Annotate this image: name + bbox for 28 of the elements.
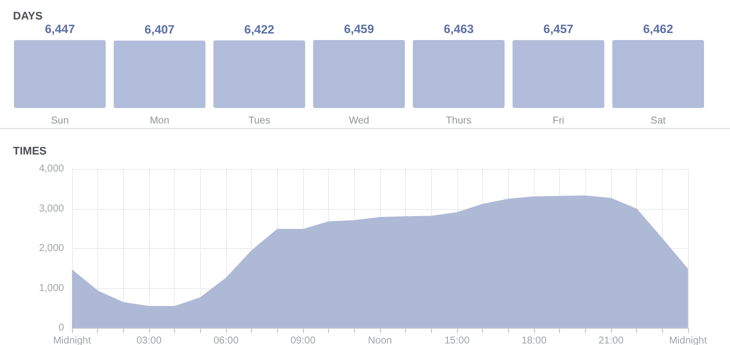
data-label: 6,447: [44, 22, 76, 36]
y-tick-label: 4,000: [38, 164, 64, 174]
x-tick-label: 15:00: [444, 336, 470, 345]
x-tick-label: Fri: [552, 116, 564, 126]
data-label: 6,407: [144, 22, 175, 37]
chart-title: DAYS: [13, 10, 43, 22]
data-label: 6,422: [244, 22, 275, 36]
y-tick-label: 0: [58, 322, 64, 334]
y-tick-label: 2,000: [38, 243, 64, 254]
data-label: 6,463: [444, 22, 474, 36]
x-tick-label: Sat: [650, 116, 666, 126]
x-tick-label: Noon: [368, 336, 392, 345]
chart-title: TIMES: [13, 146, 47, 158]
x-tick-label: 21:00: [598, 336, 624, 345]
data-label: 6,462: [643, 22, 674, 36]
x-tick-label: 18:00: [521, 336, 547, 345]
x-tick-label: Sun: [50, 116, 69, 126]
data-label: 6,459: [344, 22, 374, 36]
x-tick-label: 06:00: [213, 336, 239, 345]
x-tick-label: 09:00: [290, 336, 316, 345]
y-tick-label: 3,000: [38, 203, 64, 214]
x-tick-label: Tues: [248, 116, 270, 126]
x-tick-label: Wed: [348, 116, 370, 126]
x-tick-label: Thurs: [446, 116, 472, 126]
y-tick-label: 1,000: [38, 282, 64, 294]
x-tick-label: Mon: [150, 116, 170, 126]
data-label: 6,457: [543, 22, 574, 36]
x-tick-label: 03:00: [136, 336, 162, 345]
